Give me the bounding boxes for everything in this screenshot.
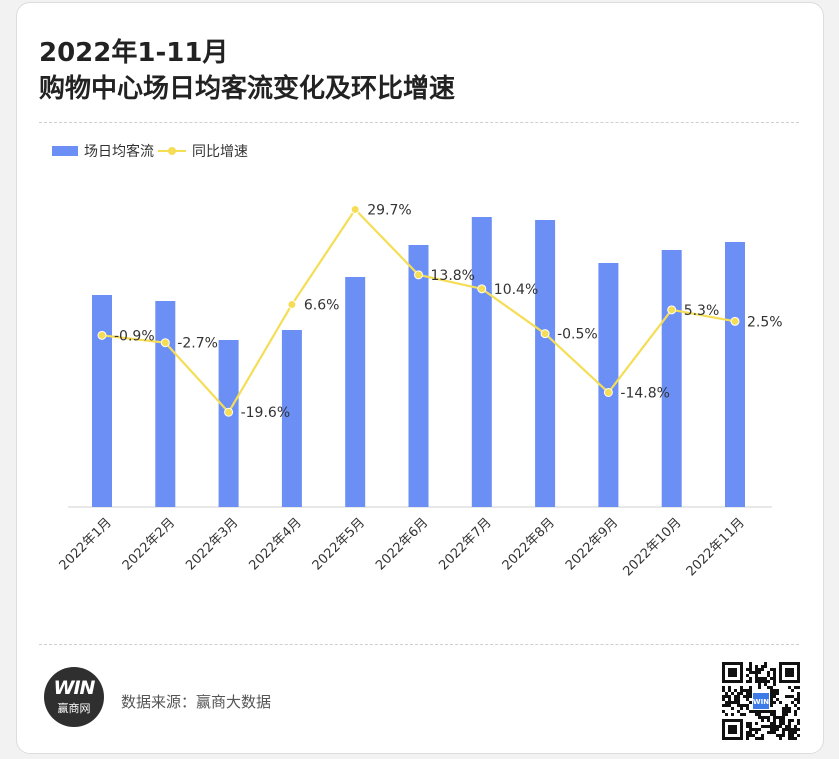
- growth-point-11: [730, 316, 740, 326]
- growth-point-8: [540, 329, 550, 339]
- bar-2: [155, 301, 176, 507]
- growth-point-3: [224, 407, 234, 417]
- bar-line-chart: -0.9% -2.7% -19.6% 6.6% 29.7% 13.8% 10.4% -0.5%…: [57, 202, 783, 579]
- x-tick-label-8: 2022年8月: [500, 515, 558, 573]
- x-tick-label-6: 2022年6月: [373, 515, 431, 573]
- growth-label-9: -14.8%: [620, 385, 670, 401]
- growth-label-11: 2.5%: [747, 314, 783, 330]
- growth-label-5: 29.7%: [367, 202, 411, 218]
- x-tick-label-5: 2022年5月: [310, 515, 368, 573]
- bar-8: [535, 220, 556, 507]
- legend-line-label: 同比增速: [192, 144, 248, 160]
- growth-label-2: -2.7%: [177, 336, 218, 352]
- logo-mark: WIN: [53, 677, 96, 699]
- bar-6: [408, 245, 429, 507]
- legend-bar-swatch: [52, 146, 78, 156]
- legend: 场日均客流 同比增速: [52, 142, 248, 160]
- growth-label-1: -0.9%: [114, 328, 155, 344]
- growth-point-6: [414, 270, 423, 280]
- bar-9: [598, 263, 619, 507]
- growth-label-8: -0.5%: [557, 327, 598, 343]
- legend-line-swatch: [158, 146, 186, 156]
- growth-label-7: 10.4%: [494, 282, 538, 298]
- top-divider: [39, 122, 799, 123]
- x-tick-label-1: 2022年1月: [57, 515, 115, 573]
- growth-point-2: [160, 338, 170, 348]
- chart-title-line2: 购物中心场日均客流变化及环比增速: [39, 74, 456, 104]
- growth-point-5: [350, 204, 360, 214]
- data-source: 数据来源：赢商大数据: [121, 693, 272, 711]
- growth-label-3: -19.6%: [241, 405, 291, 421]
- winshang-logo: WIN 赢商网: [44, 667, 104, 727]
- bottom-divider: [39, 644, 799, 645]
- growth-point-7: [477, 284, 487, 294]
- x-tick-label-11: 2022年11月: [684, 515, 748, 579]
- bar-7: [471, 217, 492, 507]
- bar-5: [345, 277, 366, 507]
- x-tick-label-9: 2022年9月: [563, 515, 621, 573]
- legend-bar-label: 场日均客流: [84, 144, 154, 160]
- x-tick-label-4: 2022年4月: [246, 515, 304, 573]
- growth-label-4: 6.6%: [304, 297, 340, 313]
- x-tick-label-3: 2022年3月: [183, 515, 241, 573]
- growth-point-10: [667, 305, 677, 315]
- bar-10: [661, 250, 682, 507]
- growth-point-1: [97, 330, 107, 340]
- chart-title-line1: 2022年1-11月: [39, 38, 229, 68]
- x-tick-label-2: 2022年2月: [120, 515, 178, 573]
- growth-point-9: [603, 387, 613, 397]
- bar-3: [218, 340, 239, 507]
- chart-title: 2022年1-11月 购物中心场日均客流变化及环比增速: [39, 35, 455, 107]
- growth-point-4: [287, 299, 297, 309]
- bar-1: [92, 295, 112, 507]
- x-tick-label-10: 2022年10月: [620, 515, 684, 579]
- bar-11: [725, 242, 745, 507]
- growth-label-6: 13.8%: [431, 268, 475, 284]
- bar-4: [281, 330, 302, 507]
- qr-badge-text: WIN: [753, 698, 769, 706]
- qr-code: WIN: [722, 662, 800, 740]
- x-tick-label-7: 2022年7月: [436, 515, 494, 573]
- growth-label-10: 5.3%: [684, 303, 720, 319]
- logo-name: 赢商网: [57, 702, 91, 715]
